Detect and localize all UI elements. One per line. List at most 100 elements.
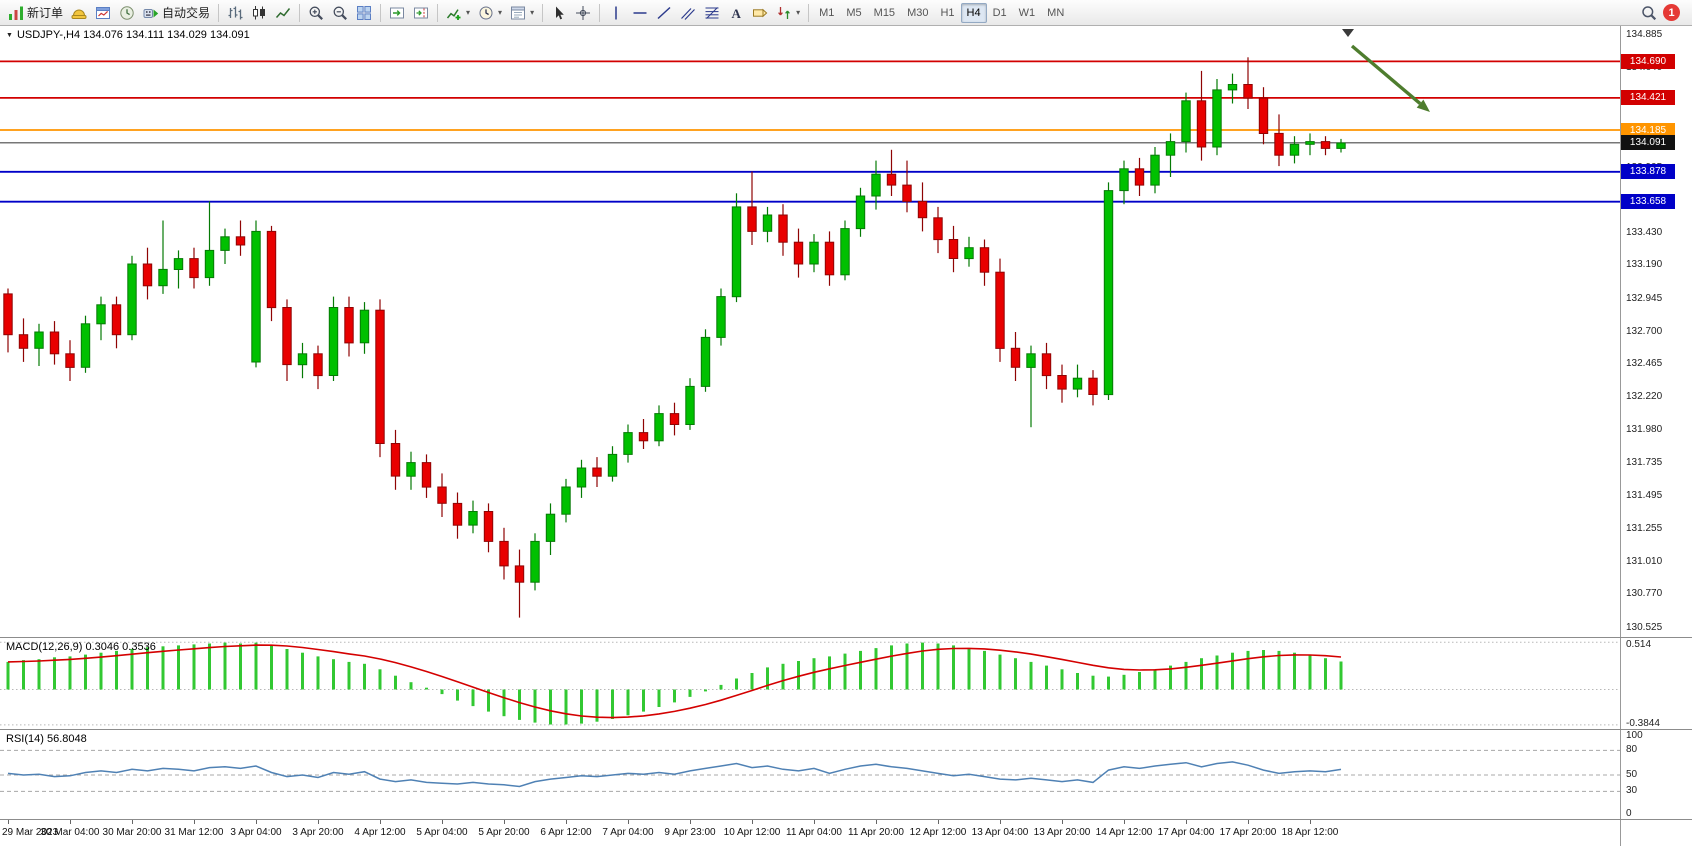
profiles-button[interactable] bbox=[67, 2, 91, 24]
periods-button[interactable]: ▾ bbox=[474, 2, 506, 24]
price-tick: 133.190 bbox=[1626, 259, 1663, 270]
market-watch-button[interactable] bbox=[115, 2, 139, 24]
rsi-axis-label: 50 bbox=[1626, 769, 1638, 780]
annotation-arrow bbox=[1350, 44, 1430, 112]
indicators-icon bbox=[446, 5, 462, 21]
toolbar-buttons: 新订单 自动交易 ▾ ▾ ▾ A ▾ M1 M5 M15 M30 H1 H4 D1 W1 MN bbox=[4, 0, 1070, 25]
arrows-button[interactable]: ▾ bbox=[772, 2, 804, 24]
zoom-in-icon bbox=[308, 5, 324, 21]
price-tick: 131.495 bbox=[1626, 490, 1663, 501]
time-tick bbox=[132, 820, 133, 824]
timeframe-m5-button[interactable]: M5 bbox=[846, 6, 862, 19]
timeframe-mn-button[interactable]: MN bbox=[1047, 6, 1065, 19]
macd-axis-label: 0.514 bbox=[1626, 639, 1652, 650]
price-axis[interactable]: 134.885134.640134.395134.150133.905133.6… bbox=[1620, 26, 1692, 637]
toolbar-separator bbox=[218, 3, 220, 22]
level-price-box: 134.185 bbox=[1621, 123, 1675, 138]
indicators-button[interactable]: ▾ bbox=[442, 2, 474, 24]
time-label: 17 Apr 20:00 bbox=[1219, 827, 1277, 838]
vertical-line-button[interactable] bbox=[604, 2, 628, 24]
price-tick: 131.980 bbox=[1626, 424, 1663, 435]
price-tick: 132.945 bbox=[1626, 293, 1663, 304]
time-tick bbox=[628, 820, 629, 824]
tile-windows-icon bbox=[356, 5, 372, 21]
time-tick bbox=[318, 820, 319, 824]
timeframe-h1-button[interactable]: H1 bbox=[940, 6, 955, 19]
time-label: 18 Apr 12:00 bbox=[1281, 827, 1339, 838]
time-tick bbox=[442, 820, 443, 824]
time-label: 11 Apr 20:00 bbox=[848, 827, 904, 838]
market-watch-icon bbox=[119, 5, 135, 21]
channel-button[interactable] bbox=[676, 2, 700, 24]
time-tick bbox=[1000, 820, 1001, 824]
time-label: 17 Apr 04:00 bbox=[1157, 827, 1215, 838]
time-tick bbox=[752, 820, 753, 824]
zoom-in-button[interactable] bbox=[304, 2, 328, 24]
price-tick: 130.525 bbox=[1626, 622, 1663, 633]
crosshair-button[interactable] bbox=[571, 2, 595, 24]
crosshair-icon bbox=[575, 5, 591, 21]
time-tick bbox=[690, 820, 691, 824]
shift-marker-icon bbox=[1342, 29, 1354, 37]
time-label: 4 Apr 12:00 bbox=[354, 827, 406, 838]
macd-axis[interactable]: 0.514 -0.3844 bbox=[1620, 638, 1692, 729]
trendline-button[interactable] bbox=[652, 2, 676, 24]
time-label: 12 Apr 12:00 bbox=[909, 827, 967, 838]
macd-plot[interactable] bbox=[0, 638, 1620, 730]
chart-type-candles-button[interactable] bbox=[247, 2, 271, 24]
fibonacci-button[interactable] bbox=[700, 2, 724, 24]
timeframe-m15-button[interactable]: M15 bbox=[873, 6, 896, 19]
text-button[interactable]: A bbox=[724, 2, 748, 24]
price-tick: 132.465 bbox=[1626, 358, 1663, 369]
price-tick: 132.700 bbox=[1626, 326, 1663, 337]
chart-type-bars-icon bbox=[227, 5, 243, 21]
time-tick bbox=[814, 820, 815, 824]
autotrading-icon bbox=[143, 5, 159, 21]
timeframe-h4-button[interactable]: H4 bbox=[960, 2, 987, 23]
time-axis[interactable]: 29 Mar 2023 30 Mar 04:00 30 Mar 20:00 31 Ma… bbox=[0, 820, 1692, 846]
chart-collapse-icon: ▼ bbox=[6, 31, 13, 39]
chart-type-candles-icon bbox=[251, 5, 267, 21]
toolbar-separator bbox=[542, 3, 544, 22]
new-order-icon bbox=[8, 5, 24, 21]
chart-type-bars-button[interactable] bbox=[223, 2, 247, 24]
auto-scroll-button[interactable] bbox=[385, 2, 409, 24]
chart-shift-button[interactable] bbox=[409, 2, 433, 24]
level-price-box: 133.658 bbox=[1621, 194, 1675, 209]
time-label: 9 Apr 23:00 bbox=[664, 827, 716, 838]
toolbar-separator bbox=[299, 3, 301, 22]
autotrading-button[interactable]: 自动交易 bbox=[139, 2, 214, 24]
chevron-down-icon: ▾ bbox=[498, 8, 503, 17]
time-tick bbox=[876, 820, 877, 824]
charts-window-button[interactable] bbox=[91, 2, 115, 24]
chevron-down-icon: ▾ bbox=[530, 8, 535, 17]
timeframe-w1-button[interactable]: W1 bbox=[1018, 6, 1036, 19]
timeframe-m1-button[interactable]: M1 bbox=[819, 6, 835, 19]
templates-icon bbox=[510, 5, 526, 21]
rsi-axis-label: 30 bbox=[1626, 785, 1638, 796]
price-tick: 130.770 bbox=[1626, 588, 1663, 599]
horizontal-line-button[interactable] bbox=[628, 2, 652, 24]
rsi-axis-label: 100 bbox=[1626, 730, 1643, 741]
time-tick bbox=[1186, 820, 1187, 824]
price-chart-plot[interactable] bbox=[0, 26, 1620, 638]
templates-button[interactable]: ▾ bbox=[506, 2, 538, 24]
tile-windows-button[interactable] bbox=[352, 2, 376, 24]
cursor-button[interactable] bbox=[547, 2, 571, 24]
timeframe-d1-button[interactable]: D1 bbox=[992, 6, 1007, 19]
time-label: 13 Apr 20:00 bbox=[1033, 827, 1091, 838]
rsi-axis[interactable]: 100 80 50 30 0 bbox=[1620, 730, 1692, 819]
label-button[interactable] bbox=[748, 2, 772, 24]
zoom-out-button[interactable] bbox=[328, 2, 352, 24]
notifications-badge[interactable]: 1 bbox=[1663, 4, 1680, 21]
time-label: 29 Mar 2023 bbox=[2, 827, 59, 838]
toolbar-separator bbox=[808, 3, 810, 22]
timeframe-m30-button[interactable]: M30 bbox=[907, 6, 929, 19]
horizontal-line-icon bbox=[632, 5, 648, 21]
search-button[interactable] bbox=[1637, 2, 1661, 24]
profiles-icon bbox=[71, 5, 87, 21]
new-order-button[interactable]: 新订单 bbox=[4, 2, 67, 24]
chart-type-line-button[interactable] bbox=[271, 2, 295, 24]
rsi-plot[interactable] bbox=[0, 730, 1620, 820]
search-icon bbox=[1641, 5, 1657, 21]
